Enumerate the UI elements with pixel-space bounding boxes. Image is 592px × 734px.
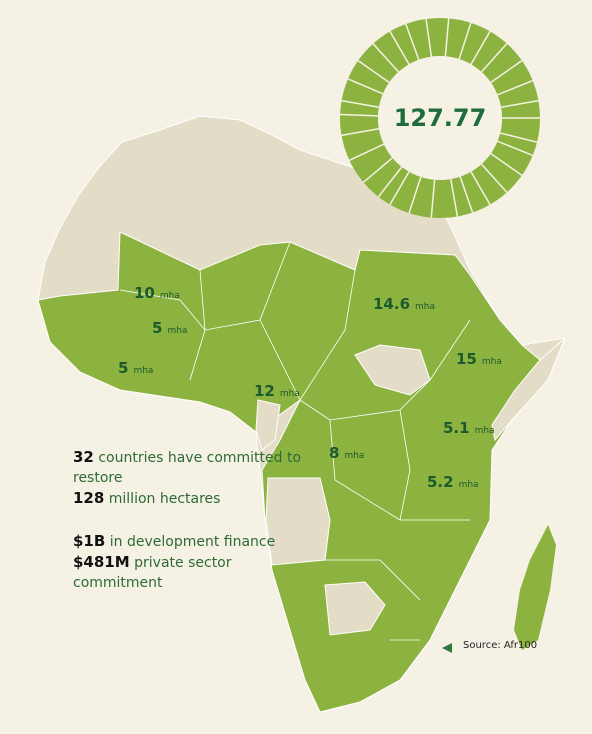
donut-hole xyxy=(378,56,502,180)
label-value: 12 xyxy=(254,382,275,400)
donut-divider xyxy=(430,179,436,218)
stat-number: 128 xyxy=(73,489,105,507)
donut-divider xyxy=(470,31,491,65)
stat-number: $481M xyxy=(73,553,130,571)
donut-divider xyxy=(347,78,384,95)
label-unit: mha xyxy=(160,291,180,301)
donut-divider xyxy=(480,163,508,193)
source-arrow xyxy=(442,643,452,653)
donut-divider xyxy=(357,60,390,84)
donut-divider xyxy=(405,23,420,60)
madagascar xyxy=(514,525,556,650)
donut-divider xyxy=(450,178,459,217)
source: Source: Afr100 xyxy=(463,640,538,651)
stat-line: $481M private sector commitment xyxy=(73,552,313,593)
donut-divider xyxy=(340,113,379,117)
stat-line: $1B in development finance xyxy=(73,531,313,552)
donut-divider xyxy=(444,18,450,57)
label-value: 14.6 xyxy=(373,295,410,313)
stat-text: countries have committed to restore xyxy=(73,450,302,486)
donut-divider xyxy=(500,99,539,108)
donut-divider xyxy=(490,152,523,176)
map-label: 15 mha xyxy=(456,350,502,368)
donut-divider xyxy=(372,43,400,73)
donut-divider xyxy=(389,171,410,205)
stat-block: 32 countries have committed to restore 1… xyxy=(73,447,313,509)
donut-divider xyxy=(389,31,410,65)
donut-divider xyxy=(490,60,523,84)
label-value: 8 xyxy=(329,444,339,462)
label-unit: mha xyxy=(459,480,479,490)
stat-line: 128 million hectares xyxy=(73,488,313,509)
donut-divider xyxy=(470,171,491,205)
donut-divider xyxy=(459,176,474,213)
label-unit: mha xyxy=(167,326,187,336)
map-label: 8 mha xyxy=(329,444,364,462)
map-label: 5.1 mha xyxy=(443,419,495,437)
donut-divider xyxy=(349,143,385,161)
donut-divider xyxy=(341,99,380,108)
map-label: 5.2 mha xyxy=(427,473,479,491)
label-value: 15 xyxy=(456,350,477,368)
donut-divider xyxy=(497,79,533,96)
donut-divider xyxy=(362,157,393,183)
label-unit: mha xyxy=(482,357,502,367)
stat-text: million hectares xyxy=(108,491,221,507)
map-label: 5 mha xyxy=(118,359,153,377)
non-committed xyxy=(491,337,566,442)
label-value: 5 xyxy=(118,359,128,377)
stat-text: in development finance xyxy=(109,534,276,550)
donut-divider xyxy=(408,176,422,214)
donut-divider xyxy=(425,18,433,57)
label-value: 10 xyxy=(134,284,155,302)
label-value: 5.2 xyxy=(427,473,454,491)
stat-text: private sector commitment xyxy=(73,555,232,591)
donut-divider xyxy=(458,22,472,60)
donut-divider xyxy=(377,166,403,198)
label-value: 5 xyxy=(152,319,162,337)
borders xyxy=(119,241,471,641)
donut-divider xyxy=(480,43,508,73)
donut-total: 127.77 xyxy=(394,104,487,132)
stat-line: 32 countries have committed to restore xyxy=(73,447,313,488)
label-unit: mha xyxy=(475,426,495,436)
label-unit: mha xyxy=(415,302,435,312)
map-label: 14.6 mha xyxy=(373,295,435,313)
donut-divider xyxy=(499,132,538,143)
non-committed xyxy=(255,399,281,451)
stat-block: $1B in development finance $481M private… xyxy=(73,531,313,593)
map-label: 5 mha xyxy=(152,319,187,337)
label-unit: mha xyxy=(280,389,300,399)
map-label: 10 mha xyxy=(134,284,180,302)
label-unit: mha xyxy=(344,451,364,461)
stat-number: $1B xyxy=(73,532,106,550)
donut-divider xyxy=(497,140,533,157)
donut-divider xyxy=(341,128,380,137)
stat-number: 32 xyxy=(73,448,94,466)
label-value: 5.1 xyxy=(443,419,470,437)
non-committed xyxy=(324,581,386,636)
map-label: 12 mha xyxy=(254,382,300,400)
label-unit: mha xyxy=(133,366,153,376)
